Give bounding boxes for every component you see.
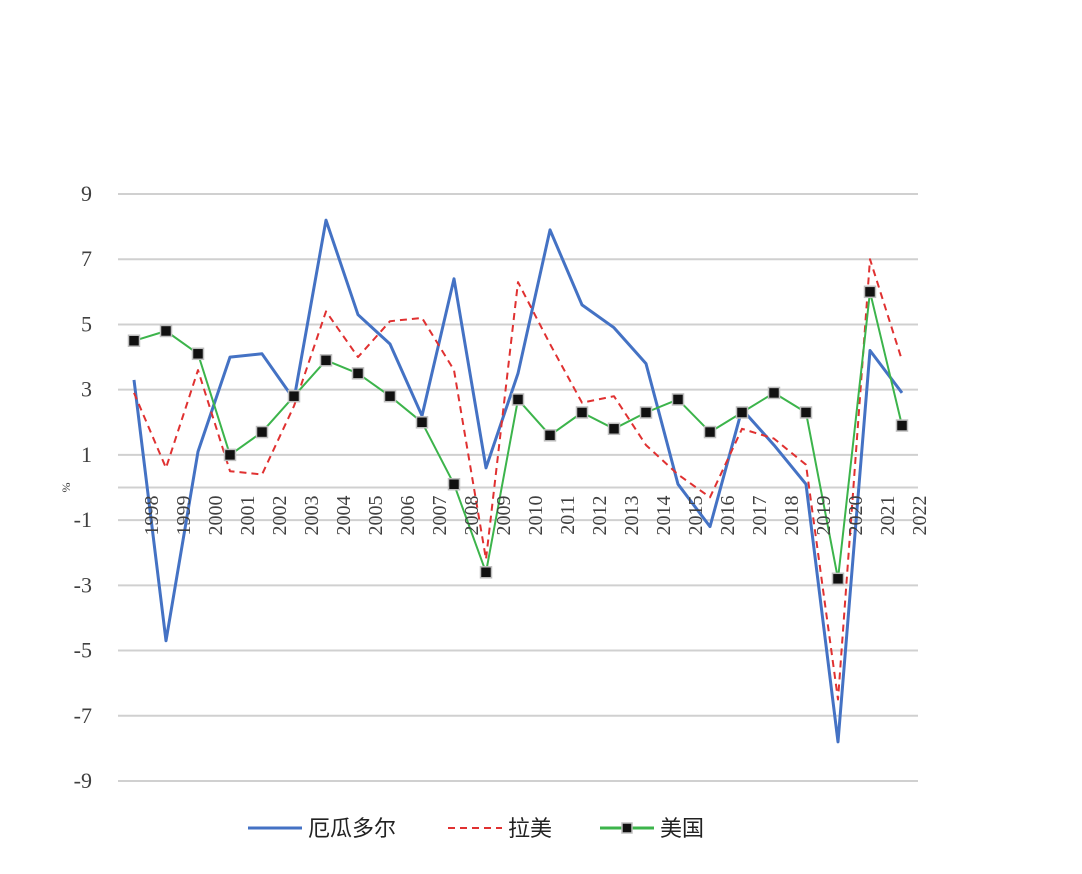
x-tick-label: 2009	[493, 496, 515, 536]
x-tick-label: 2018	[781, 496, 803, 536]
y-tick-label: -9	[74, 768, 92, 793]
legend-label: 厄瓜多尔	[308, 817, 396, 842]
x-tick-label: 2021	[877, 496, 899, 536]
x-tick-label: 2019	[813, 496, 835, 536]
x-tick-label: 2010	[525, 496, 547, 536]
data-point-marker	[191, 347, 205, 361]
data-point-marker	[255, 425, 269, 439]
x-tick-label: 2022	[909, 496, 931, 536]
gridlines	[118, 193, 918, 782]
data-point-marker	[383, 389, 397, 403]
x-tick-label: 2007	[429, 496, 451, 536]
data-point-marker	[351, 367, 365, 380]
data-point-marker	[223, 448, 237, 462]
data-point-marker	[319, 354, 333, 367]
series-lines	[127, 218, 909, 744]
data-point-marker	[703, 425, 717, 439]
data-point-marker	[447, 477, 461, 491]
y-tick-label: 1	[81, 442, 92, 467]
data-point-marker	[415, 416, 429, 429]
y-tick-label: 3	[81, 377, 92, 402]
y-tick-label: 7	[81, 246, 92, 271]
x-tick-label: 2000	[205, 496, 227, 536]
x-tick-label: 2005	[365, 496, 387, 536]
y-tick-label: -3	[74, 572, 92, 597]
x-tick-label: 2006	[397, 496, 419, 536]
x-tick-label: 2004	[333, 496, 355, 536]
y-tick-label: -5	[74, 638, 92, 663]
legend-label: 美国	[660, 817, 704, 842]
legend-label: 拉美	[508, 817, 552, 842]
data-point-marker	[735, 406, 749, 419]
x-tick-label: 2012	[589, 496, 611, 536]
legend-marker	[621, 822, 633, 834]
y-axis-label: %	[59, 483, 73, 493]
data-point-marker	[287, 389, 301, 403]
data-point-marker	[575, 406, 589, 419]
data-point-marker	[607, 422, 621, 436]
data-point-marker	[863, 285, 877, 299]
y-tick-label: 9	[81, 181, 92, 206]
legend: 厄瓜多尔 拉美 美国	[248, 817, 704, 842]
data-point-marker	[639, 406, 653, 419]
x-tick-label: 2016	[717, 496, 739, 536]
y-tick-label: -1	[74, 507, 92, 532]
data-point-marker	[671, 393, 685, 406]
data-point-marker	[831, 572, 845, 586]
data-point-marker	[799, 406, 813, 419]
x-tick-label: 2020	[845, 496, 867, 536]
data-point-marker	[895, 419, 909, 432]
x-tick-label: 1999	[173, 496, 195, 536]
x-tick-label: 2002	[269, 496, 291, 536]
data-point-marker	[543, 429, 557, 442]
x-tick-label: 2013	[621, 496, 643, 536]
x-tick-label: 2001	[237, 496, 259, 536]
data-point-marker	[127, 334, 141, 347]
data-point-marker	[479, 566, 493, 579]
x-tick-label: 2003	[301, 496, 323, 536]
x-tick-label: 2008	[461, 496, 483, 536]
x-tick-label: 2014	[653, 496, 675, 536]
x-tick-label: 2015	[685, 496, 707, 536]
y-tick-labels: 9 7 5 3 1 -1 -3 -5 -7 -9	[74, 181, 92, 793]
data-point-marker	[767, 386, 781, 400]
y-tick-label: 5	[81, 311, 92, 336]
x-tick-labels: 1998 1999 2000 2001 2002 2003 2004 2005 2006 2007…	[141, 496, 931, 536]
series-line	[132, 218, 904, 744]
x-tick-label: 1998	[141, 496, 163, 536]
y-tick-label: -7	[74, 703, 92, 728]
x-tick-label: 2011	[557, 496, 579, 535]
x-tick-label: 2017	[749, 496, 771, 536]
series-line	[133, 258, 903, 701]
data-point-marker	[159, 324, 173, 338]
data-point-marker	[511, 393, 525, 406]
